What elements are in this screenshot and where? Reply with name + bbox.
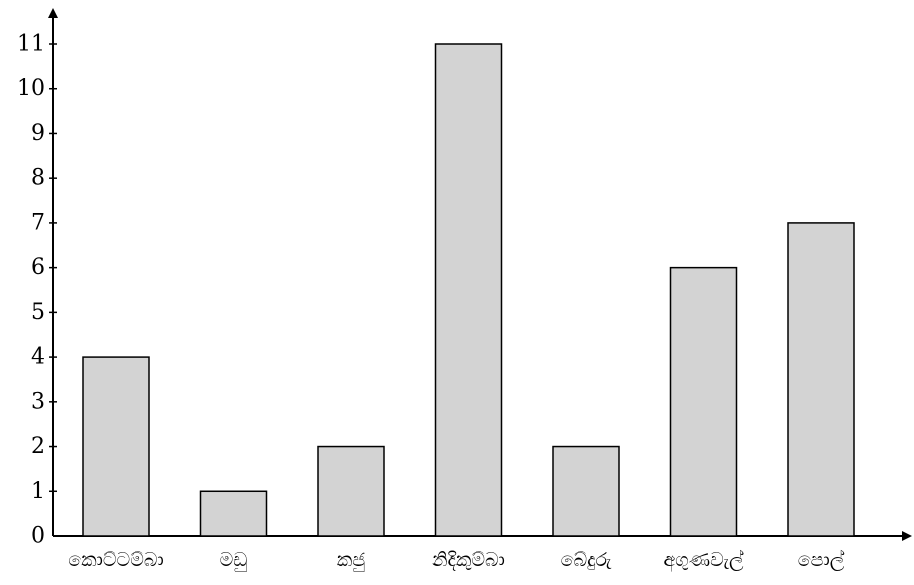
bar xyxy=(199,490,268,537)
bar xyxy=(552,445,620,537)
y-tick-label: 10 xyxy=(17,76,45,101)
bar xyxy=(787,222,855,537)
x-category-label: බේදුරු xyxy=(561,549,612,571)
y-tick-label: 8 xyxy=(31,166,45,191)
x-axis-arrow-icon xyxy=(902,531,912,541)
y-axis-arrow-icon xyxy=(48,8,58,18)
chart-bars xyxy=(82,43,855,537)
y-tick-label: 5 xyxy=(31,300,45,325)
y-tick-label: 4 xyxy=(31,345,45,370)
x-category-label: පොල් xyxy=(798,549,845,571)
x-category-label: කොට්ටම්බා xyxy=(68,549,163,571)
y-tick-label: 11 xyxy=(17,32,45,57)
y-tick-label: 6 xyxy=(31,255,45,280)
y-axis-ticks: 0 1 2 3 4 5 6 7 8 9 10 11 xyxy=(17,32,57,549)
y-tick-label: 3 xyxy=(31,389,45,414)
x-category-label: අගුණවැල් xyxy=(663,549,744,572)
x-category-label: කජු xyxy=(337,549,365,573)
x-axis-labels: කොට්ටම්බා මඩු කජු නිදිකුම්බා බේදුරු අගුණවැල් ප… xyxy=(68,549,844,573)
bar xyxy=(434,43,503,537)
bar xyxy=(82,356,150,537)
bar xyxy=(669,266,738,537)
y-tick-label: 1 xyxy=(31,479,45,504)
y-tick-label: 9 xyxy=(31,121,45,146)
bar xyxy=(317,445,385,537)
y-tick-label: 7 xyxy=(31,210,45,235)
y-tick-label: 2 xyxy=(31,434,45,459)
y-tick-label: 0 xyxy=(31,524,45,549)
x-category-label: නිදිකුම්බා xyxy=(432,549,505,571)
x-category-label: මඩු xyxy=(220,549,248,572)
